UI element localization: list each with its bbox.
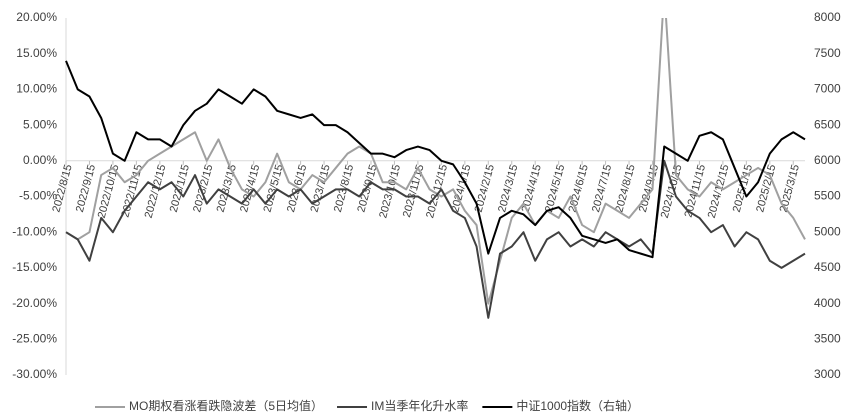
y-tick-label: 15.00%: [16, 46, 57, 60]
x-tick-label: 2024/3/15: [496, 163, 520, 213]
x-tick-label: 2022/12/15: [143, 163, 169, 219]
y-tick-label: -15.00%: [12, 260, 57, 274]
y-tick-label: -5.00%: [19, 189, 57, 203]
y2-tick-label: 5000: [814, 224, 841, 238]
y-tick-label: -10.00%: [12, 224, 57, 238]
y2-tick-label: 7000: [814, 82, 841, 96]
x-tick-label: 2024/4/15: [520, 163, 544, 213]
y2-tick-label: 5500: [814, 189, 841, 203]
plot-area: [65, 18, 806, 319]
x-tick-label: 2023/11/15: [401, 163, 427, 219]
x-tick-label: 2024/6/15: [567, 163, 591, 213]
y2-tick-label: 4500: [814, 260, 841, 274]
y-tick-label: 10.00%: [16, 82, 57, 96]
y2-tick-label: 8000: [814, 10, 841, 24]
legend-label: IM当季年化升水率: [371, 398, 468, 413]
y-tick-label: -25.00%: [12, 331, 57, 345]
y-tick-label: 0.00%: [23, 153, 57, 167]
x-tick-label: 2024/8/15: [613, 163, 637, 213]
x-tick-label: 2023/9/15: [355, 163, 379, 213]
legend-label: 中证1000指数（右轴）: [516, 398, 639, 413]
y-tick-label: -20.00%: [12, 296, 57, 310]
series-line: [65, 159, 806, 319]
y2-tick-label: 7500: [814, 46, 841, 60]
x-tick-label: 2023/7/15: [309, 163, 333, 213]
y2-tick-label: 4000: [814, 296, 841, 310]
y-tick-label: 5.00%: [23, 117, 57, 131]
x-tick-label: 2024/5/15: [543, 163, 567, 213]
y2-tick-label: 3500: [814, 331, 841, 345]
y-tick-label: 20.00%: [16, 10, 57, 24]
x-tick-label: 2024/12/15: [706, 163, 732, 219]
x-tick-label: 2023/5/15: [262, 163, 286, 213]
y-tick-label: -30.00%: [12, 367, 57, 381]
y2-tick-label: 6500: [814, 117, 841, 131]
y2-tick-label: 3000: [814, 367, 841, 381]
legend-label: MO期权看涨看跌隐波差（5日均值）: [129, 398, 323, 413]
y2-tick-label: 6000: [814, 153, 841, 167]
series-line: [65, 60, 806, 259]
x-tick-label: 2023/12/15: [424, 163, 450, 219]
x-tick-label: 2023/2/15: [191, 163, 215, 213]
series-line: [65, 18, 806, 305]
x-tick-label: 2025/3/15: [778, 163, 802, 213]
